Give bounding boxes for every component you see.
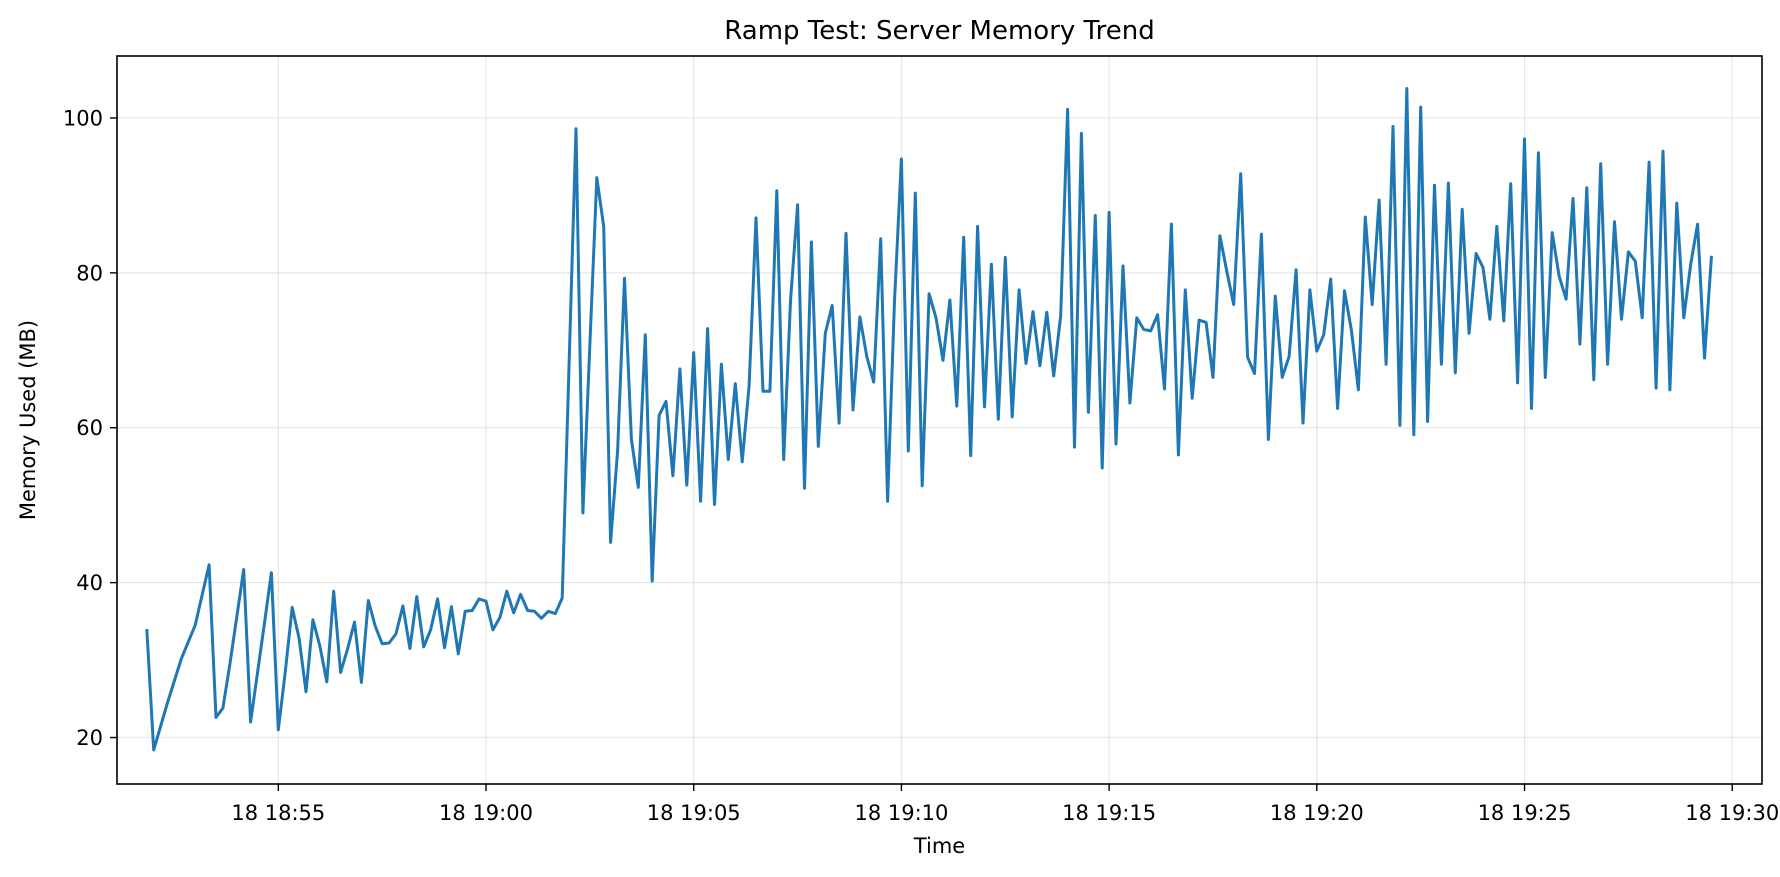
y-axis-ticks: 20 40 60 80 100: [63, 106, 117, 750]
y-tick-label: 60: [76, 416, 103, 440]
x-tick-label: 18 19:10: [854, 801, 948, 825]
x-axis-label: Time: [913, 834, 965, 858]
x-tick-label: 18 19:20: [1270, 801, 1364, 825]
x-tick-label: 18 19:05: [647, 801, 741, 825]
y-axis-label: Memory Used (MB): [16, 320, 40, 520]
chart-title: Ramp Test: Server Memory Trend: [724, 16, 1154, 46]
x-tick-label: 18 18:55: [231, 801, 325, 825]
memory-series-line: [145, 87, 1713, 752]
y-tick-label: 40: [76, 571, 103, 595]
x-tick-label: 18 19:15: [1062, 801, 1156, 825]
x-tick-label: 18 19:00: [439, 801, 533, 825]
series-layer: [145, 87, 1713, 752]
x-axis-ticks: 18 18:55 18 19:00 18 19:05 18 19:10 18 19:15…: [231, 784, 1779, 825]
y-tick-label: 80: [76, 261, 103, 285]
x-tick-label: 18 19:30: [1685, 801, 1779, 825]
y-tick-label: 20: [76, 726, 103, 750]
grid-lines: [117, 56, 1762, 784]
plot-area-frame: [116, 55, 1763, 785]
y-tick-label: 100: [63, 106, 103, 130]
x-tick-label: 18 19:25: [1478, 801, 1572, 825]
